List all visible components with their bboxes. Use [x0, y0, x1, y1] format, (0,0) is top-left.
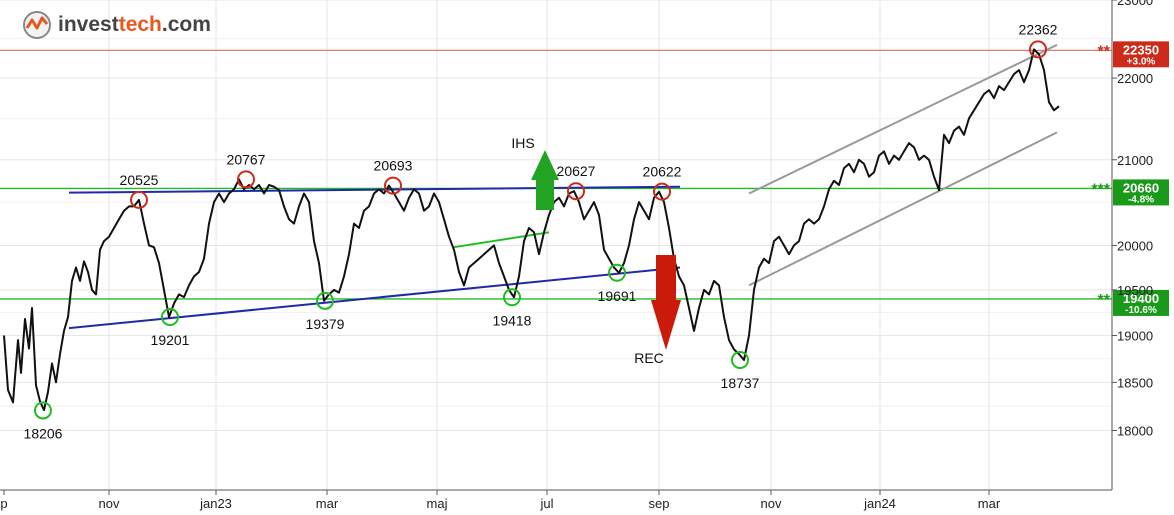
x-tick-label: p — [0, 496, 7, 511]
level-pct: -4.8% — [1128, 194, 1154, 205]
trough-label: 19379 — [306, 316, 345, 332]
trend-line-channel-bottom — [748, 131, 1058, 287]
trend-line-lower-blue — [68, 266, 681, 330]
signal-label: REC — [634, 350, 664, 366]
x-tick-label: mar — [978, 496, 1001, 511]
peak-marker — [1029, 40, 1047, 59]
trough-marker — [316, 291, 334, 310]
peak-label: 20525 — [120, 172, 159, 188]
sell-signal-arrow — [651, 255, 681, 350]
trough-marker — [161, 308, 179, 327]
signal-label: IHS — [511, 135, 534, 151]
peak-label: 20693 — [374, 158, 413, 174]
peak-label: 20627 — [557, 163, 596, 179]
trend-line-upper-blue — [68, 185, 681, 194]
x-tick-label: mar — [316, 496, 339, 511]
pattern-signals: IHS REC — [511, 135, 681, 366]
peak-label: 22362 — [1019, 21, 1058, 37]
trough-marker — [503, 288, 521, 307]
peak-marker — [130, 190, 148, 209]
trough-label: 18737 — [721, 375, 760, 391]
logo-icon — [23, 11, 51, 39]
level-stars: ** — [1098, 43, 1111, 60]
level-value: 19400 — [1123, 291, 1159, 306]
trough-label: 18206 — [24, 425, 63, 441]
trough-marker — [608, 263, 626, 282]
x-tick-label: jan23 — [199, 496, 232, 511]
trough-label: 19201 — [151, 332, 190, 348]
level-value: 22350 — [1123, 42, 1159, 57]
level-stars: ** — [1098, 292, 1111, 309]
trough-marker — [34, 401, 52, 420]
peak-marker — [567, 182, 585, 201]
x-tick-label: jul — [539, 496, 553, 511]
x-tick-label: nov — [99, 496, 120, 511]
y-tick-label: 23000 — [1117, 0, 1153, 8]
y-tick-label: 18500 — [1117, 375, 1153, 390]
level-box — [1113, 289, 1169, 316]
level-box — [1113, 41, 1169, 68]
x-tick-label: maj — [427, 496, 448, 511]
chart-grid — [0, 0, 1112, 490]
level-box — [1113, 179, 1169, 206]
peak-label: 20622 — [643, 164, 682, 180]
investtech-logo[interactable]: investtech.com — [23, 11, 211, 39]
level-stars: *** — [1091, 181, 1110, 198]
peak-marker — [237, 170, 255, 189]
price-series — [3, 48, 1060, 412]
x-tick-label: sep — [649, 496, 670, 511]
trough-label: 19691 — [598, 288, 637, 304]
y-tick-label: 21000 — [1117, 153, 1153, 168]
logo-wordmark: investtech.com — [58, 13, 211, 36]
level-pct: +3.0% — [1127, 56, 1156, 67]
y-tick-label: 22000 — [1117, 71, 1153, 86]
peak-marker — [653, 182, 671, 201]
extreme-markers: 20525 20767 20693 20627 20622 22362 18206 19201… — [24, 21, 1058, 441]
level-pct: -10.6% — [1125, 305, 1157, 316]
trend-line-channel-top — [748, 43, 1058, 195]
peak-label: 20767 — [227, 151, 266, 167]
x-tick-label: nov — [761, 496, 782, 511]
y-tick-label: 19000 — [1117, 329, 1153, 344]
trend-line-ihs-neckline — [453, 231, 550, 249]
level-value: 20660 — [1123, 180, 1159, 195]
y-axis: 18000 18500 19000 19500 20000 21000 22000 23000 — [1111, 0, 1153, 490]
peak-marker — [384, 176, 402, 195]
y-tick-label: 19500 — [1117, 283, 1153, 298]
x-tick-label: jan24 — [863, 496, 896, 511]
trough-marker — [731, 350, 749, 369]
y-tick-label: 20000 — [1117, 238, 1153, 253]
trend-lines — [68, 43, 1058, 330]
y-tick-label: 18000 — [1117, 423, 1153, 438]
buy-signal-arrow — [531, 150, 559, 210]
x-axis: p nov jan23 mar maj jul sep nov jan24 mar — [0, 489, 1112, 511]
trough-label: 19418 — [493, 312, 532, 328]
price-line — [3, 48, 1060, 412]
